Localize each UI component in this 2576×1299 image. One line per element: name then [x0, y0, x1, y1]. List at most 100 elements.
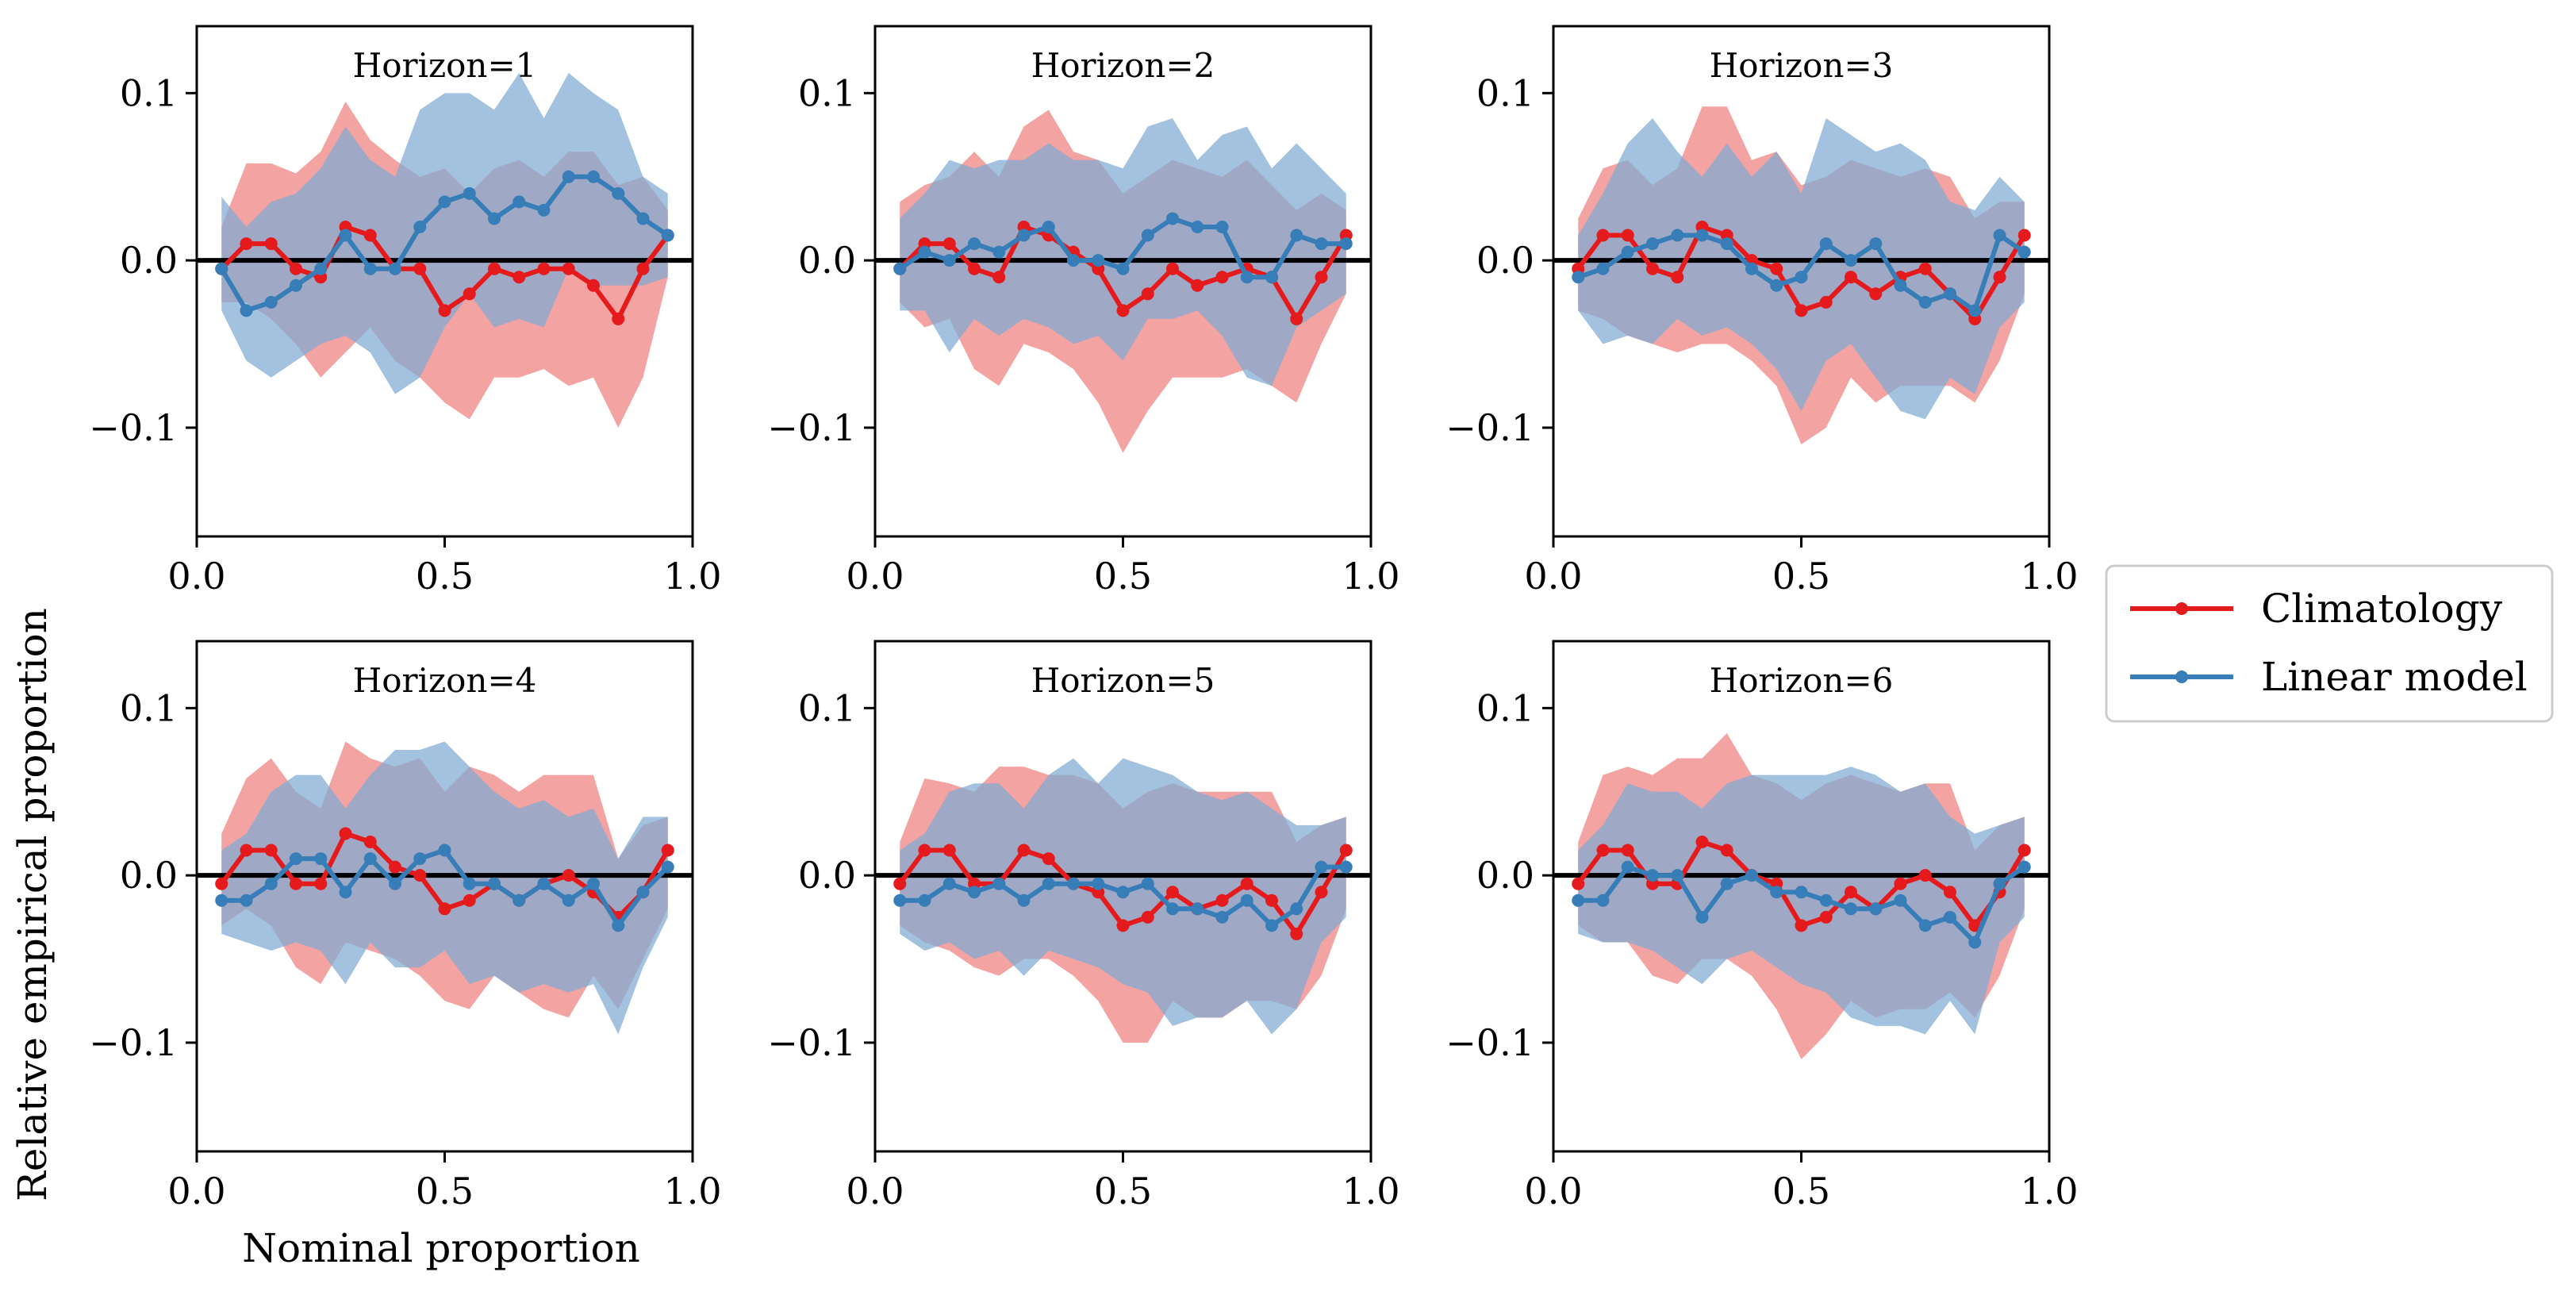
point-climatology-horizon-1-14 — [537, 262, 551, 275]
x-tick-label-horizon-4-1: 0.0 — [167, 1170, 225, 1213]
legend: Climatology Linear model — [2105, 564, 2554, 723]
point-climatology-horizon-3-15 — [1918, 262, 1932, 275]
y-tick-label-horizon-2-3: 0.1 — [798, 71, 856, 114]
point-linear-horizon-1-19 — [661, 229, 674, 242]
point-climatology-horizon-1-7 — [363, 229, 377, 242]
point-climatology-horizon-1-4 — [290, 262, 302, 275]
point-linear-horizon-1-8 — [389, 262, 401, 275]
point-linear-horizon-3-3 — [1621, 245, 1634, 259]
point-linear-horizon-1-14 — [537, 203, 551, 217]
point-linear-horizon-5-5 — [992, 877, 1006, 890]
point-climatology-horizon-1-18 — [636, 262, 650, 275]
point-climatology-horizon-1-13 — [513, 271, 526, 284]
point-linear-horizon-4-18 — [636, 886, 650, 899]
legend-label-linear-model: Linear model — [2261, 654, 2528, 700]
point-linear-horizon-3-12 — [1845, 254, 1857, 267]
point-linear-horizon-3-5 — [1671, 229, 1684, 242]
x-tick-label-horizon-5-2: 0.5 — [1094, 1170, 1152, 1213]
y-axis-title: Relative empirical proportion — [10, 608, 56, 1201]
point-climatology-horizon-4-4 — [290, 877, 302, 890]
point-linear-horizon-4-13 — [513, 894, 526, 907]
y-tick-label-horizon-3-2: 0.0 — [1476, 239, 1534, 282]
x-axis-title: Nominal proportion — [242, 1225, 640, 1271]
point-linear-horizon-5-16 — [1265, 919, 1278, 932]
point-climatology-horizon-5-18 — [1315, 886, 1328, 899]
point-linear-horizon-6-1 — [1572, 894, 1585, 907]
point-climatology-horizon-5-7 — [1042, 852, 1055, 866]
point-linear-horizon-6-9 — [1770, 886, 1783, 899]
point-climatology-horizon-5-3 — [942, 844, 956, 857]
point-climatology-horizon-6-6 — [1695, 835, 1709, 848]
point-climatology-horizon-6-7 — [1720, 844, 1733, 857]
point-climatology-horizon-1-3 — [264, 237, 278, 251]
y-tick-label-horizon-1-1: −0.1 — [89, 406, 178, 449]
point-linear-horizon-2-7 — [1042, 220, 1055, 233]
point-linear-horizon-6-18 — [1993, 877, 2006, 890]
point-linear-horizon-2-15 — [1240, 271, 1253, 284]
point-linear-horizon-5-17 — [1290, 902, 1303, 916]
subplot-horizon-6: 0.0 0.5 1.0 −0.1 0.0 0.1 Horizon=6 — [1445, 640, 2079, 1213]
point-linear-horizon-5-12 — [1166, 902, 1179, 916]
panel-title-horizon-3: Horizon=3 — [1710, 46, 1894, 85]
point-climatology-horizon-6-14 — [1894, 877, 1907, 890]
point-climatology-horizon-2-11 — [1141, 287, 1154, 301]
point-linear-horizon-6-6 — [1695, 910, 1709, 924]
point-linear-horizon-2-3 — [942, 254, 956, 267]
point-linear-horizon-2-18 — [1315, 237, 1328, 251]
subplot-horizon-5: 0.0 0.5 1.0 −0.1 0.0 0.1 Horizon=5 — [767, 640, 1400, 1213]
point-climatology-horizon-4-7 — [363, 835, 377, 848]
point-linear-horizon-6-10 — [1795, 886, 1808, 899]
point-linear-horizon-5-1 — [893, 894, 907, 907]
point-climatology-horizon-4-2 — [240, 844, 253, 857]
point-linear-horizon-1-5 — [314, 262, 328, 275]
panel-title-horizon-2: Horizon=2 — [1031, 46, 1215, 85]
legend-label-climatology: Climatology — [2261, 586, 2503, 632]
point-climatology-horizon-5-16 — [1265, 894, 1278, 907]
point-climatology-horizon-1-2 — [240, 237, 253, 251]
point-linear-horizon-5-7 — [1042, 877, 1055, 890]
point-climatology-horizon-5-19 — [1339, 844, 1353, 857]
point-linear-horizon-4-2 — [240, 894, 253, 907]
point-climatology-horizon-4-1 — [215, 877, 228, 890]
plot-area-horizon-2 — [875, 110, 1371, 453]
point-climatology-horizon-1-9 — [413, 262, 427, 275]
point-climatology-horizon-3-4 — [1646, 262, 1659, 275]
legend-marker-climatology — [2175, 602, 2188, 615]
subplot-horizon-3: 0.0 0.5 1.0 −0.1 0.0 0.1 Horizon=3 — [1445, 25, 2079, 598]
point-linear-horizon-4-10 — [438, 844, 451, 857]
point-linear-horizon-5-9 — [1092, 877, 1105, 890]
point-linear-horizon-6-19 — [2017, 860, 2031, 874]
x-tick-label-horizon-6-1: 0.0 — [1524, 1170, 1582, 1213]
band-linear-horizon-1 — [221, 73, 668, 394]
point-climatology-horizon-6-19 — [2017, 844, 2031, 857]
x-tick-label-horizon-3-2: 0.5 — [1772, 555, 1830, 598]
y-tick-label-horizon-2-1: −0.1 — [767, 406, 856, 449]
x-tick-label-horizon-1-1: 0.0 — [167, 555, 225, 598]
point-linear-horizon-6-5 — [1671, 869, 1684, 882]
x-tick-label-horizon-2-2: 0.5 — [1094, 555, 1152, 598]
point-climatology-horizon-2-18 — [1315, 271, 1328, 284]
point-climatology-horizon-4-15 — [562, 869, 575, 882]
x-tick-label-horizon-6-3: 1.0 — [2020, 1170, 2078, 1213]
point-linear-horizon-4-12 — [488, 877, 501, 890]
point-linear-horizon-6-15 — [1918, 919, 1932, 932]
point-linear-horizon-3-4 — [1646, 237, 1659, 251]
point-linear-horizon-2-10 — [1116, 262, 1130, 275]
point-linear-horizon-3-8 — [1745, 262, 1758, 275]
point-climatology-horizon-1-10 — [438, 304, 451, 317]
point-linear-horizon-5-18 — [1315, 860, 1328, 874]
point-climatology-horizon-1-15 — [562, 262, 575, 275]
point-climatology-horizon-4-6 — [339, 827, 352, 840]
y-tick-label-horizon-1-2: 0.0 — [120, 239, 178, 282]
plot-area-horizon-5 — [875, 758, 1371, 1043]
y-tick-label-horizon-5-2: 0.0 — [798, 854, 856, 897]
point-linear-horizon-4-17 — [612, 919, 625, 932]
point-linear-horizon-1-7 — [363, 262, 377, 275]
y-tick-label-horizon-3-1: −0.1 — [1445, 406, 1534, 449]
point-linear-horizon-3-17 — [1968, 304, 1982, 317]
point-climatology-horizon-4-5 — [314, 877, 328, 890]
legend-frame — [2105, 564, 2554, 723]
point-linear-horizon-5-4 — [968, 886, 981, 899]
point-linear-horizon-2-12 — [1166, 212, 1179, 225]
point-climatology-horizon-5-6 — [1017, 844, 1031, 857]
